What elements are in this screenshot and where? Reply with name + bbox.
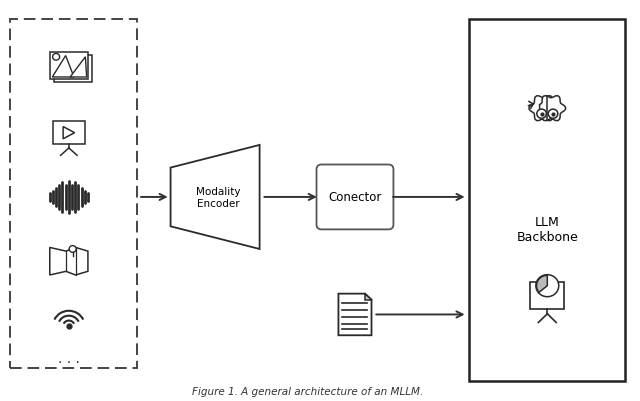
- FancyBboxPatch shape: [50, 53, 88, 80]
- Polygon shape: [365, 294, 371, 300]
- Polygon shape: [540, 97, 566, 122]
- Circle shape: [69, 246, 76, 253]
- Circle shape: [548, 110, 558, 119]
- Polygon shape: [52, 57, 74, 78]
- Polygon shape: [529, 97, 555, 122]
- Text: Figure 1. A general architecture of an MLLM.: Figure 1. A general architecture of an M…: [191, 386, 423, 396]
- Circle shape: [536, 275, 559, 297]
- FancyBboxPatch shape: [54, 56, 92, 83]
- Text: Conector: Conector: [328, 191, 381, 204]
- Wedge shape: [536, 275, 547, 293]
- Circle shape: [52, 54, 60, 61]
- Polygon shape: [70, 58, 86, 78]
- Text: Modality
Encoder: Modality Encoder: [196, 187, 241, 208]
- FancyBboxPatch shape: [469, 20, 625, 381]
- Polygon shape: [50, 248, 88, 275]
- Circle shape: [537, 110, 547, 119]
- Text: LLM
Backbone: LLM Backbone: [516, 215, 578, 243]
- FancyBboxPatch shape: [10, 20, 137, 369]
- Polygon shape: [63, 127, 75, 140]
- FancyBboxPatch shape: [530, 282, 564, 309]
- Polygon shape: [171, 146, 260, 249]
- FancyBboxPatch shape: [317, 165, 394, 230]
- FancyBboxPatch shape: [53, 122, 84, 145]
- Text: · · ·: · · ·: [58, 355, 80, 369]
- Polygon shape: [339, 294, 371, 335]
